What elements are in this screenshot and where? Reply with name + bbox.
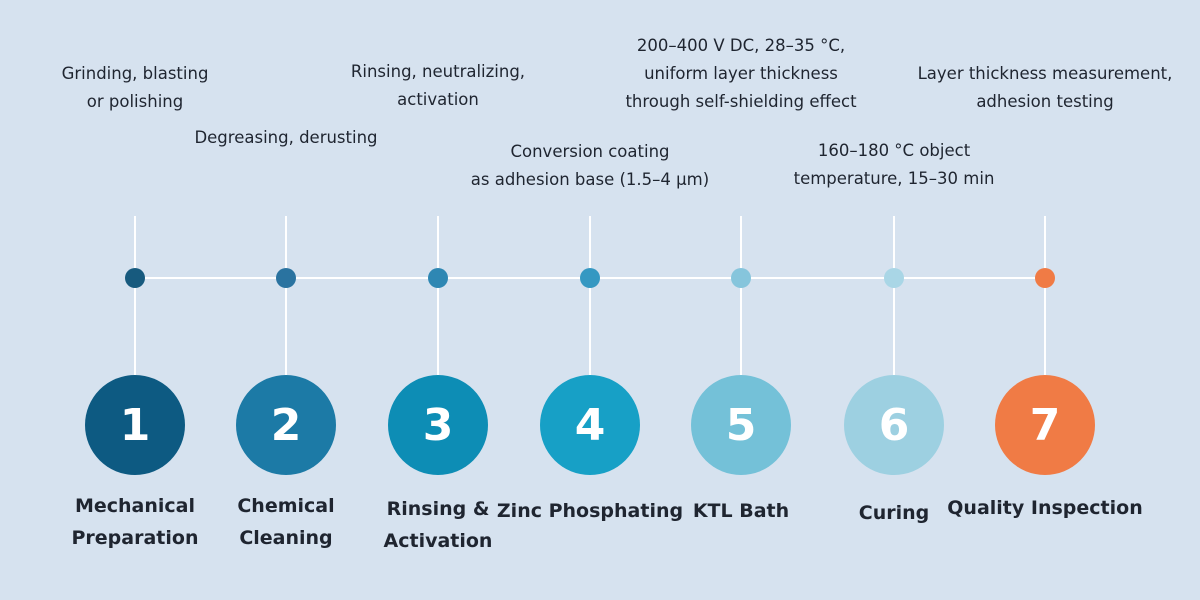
- step-connector-line: [589, 216, 591, 376]
- step-description: Degreasing, derusting: [194, 128, 378, 147]
- step-connector-line: [740, 216, 742, 376]
- step-number-circle: 3: [388, 375, 488, 475]
- step-number-circle: 1: [85, 375, 185, 475]
- step-connector-line: [285, 216, 287, 376]
- timeline-dot: [276, 268, 296, 288]
- timeline-dot: [428, 268, 448, 288]
- timeline-dot: [125, 268, 145, 288]
- step-connector-line: [1044, 216, 1046, 376]
- step-title: Zinc Phosphating: [496, 500, 684, 522]
- timeline-dot: [1035, 268, 1055, 288]
- step-title: KTL Bath: [692, 500, 790, 522]
- step-description: Grinding, blasting or polishing: [61, 64, 209, 111]
- step-description: Conversion coating as adhesion base (1.5…: [470, 142, 710, 189]
- step-title: Chemical Cleaning: [237, 495, 335, 549]
- step-description: 160–180 °C object temperature, 15–30 min: [793, 141, 995, 188]
- step-description: Layer thickness measurement, adhesion te…: [917, 64, 1173, 111]
- step-number-circle: 4: [540, 375, 640, 475]
- step-number-circle: 7: [995, 375, 1095, 475]
- step-number-circle: 2: [236, 375, 336, 475]
- step-title: Rinsing & Activation: [383, 498, 493, 552]
- step-connector-line: [437, 216, 439, 376]
- timeline-dot: [731, 268, 751, 288]
- step-description: Rinsing, neutralizing, activation: [350, 62, 526, 109]
- step-number-circle: 5: [691, 375, 791, 475]
- step-number-circle: 6: [844, 375, 944, 475]
- step-connector-line: [893, 216, 895, 376]
- step-description: 200–400 V DC, 28–35 °C, uniform layer th…: [625, 36, 857, 111]
- step-title: Curing: [858, 502, 930, 524]
- step-title: Mechanical Preparation: [71, 495, 199, 549]
- step-connector-line: [134, 216, 136, 376]
- timeline-dot: [580, 268, 600, 288]
- timeline-dot: [884, 268, 904, 288]
- step-title: Quality Inspection: [947, 497, 1143, 519]
